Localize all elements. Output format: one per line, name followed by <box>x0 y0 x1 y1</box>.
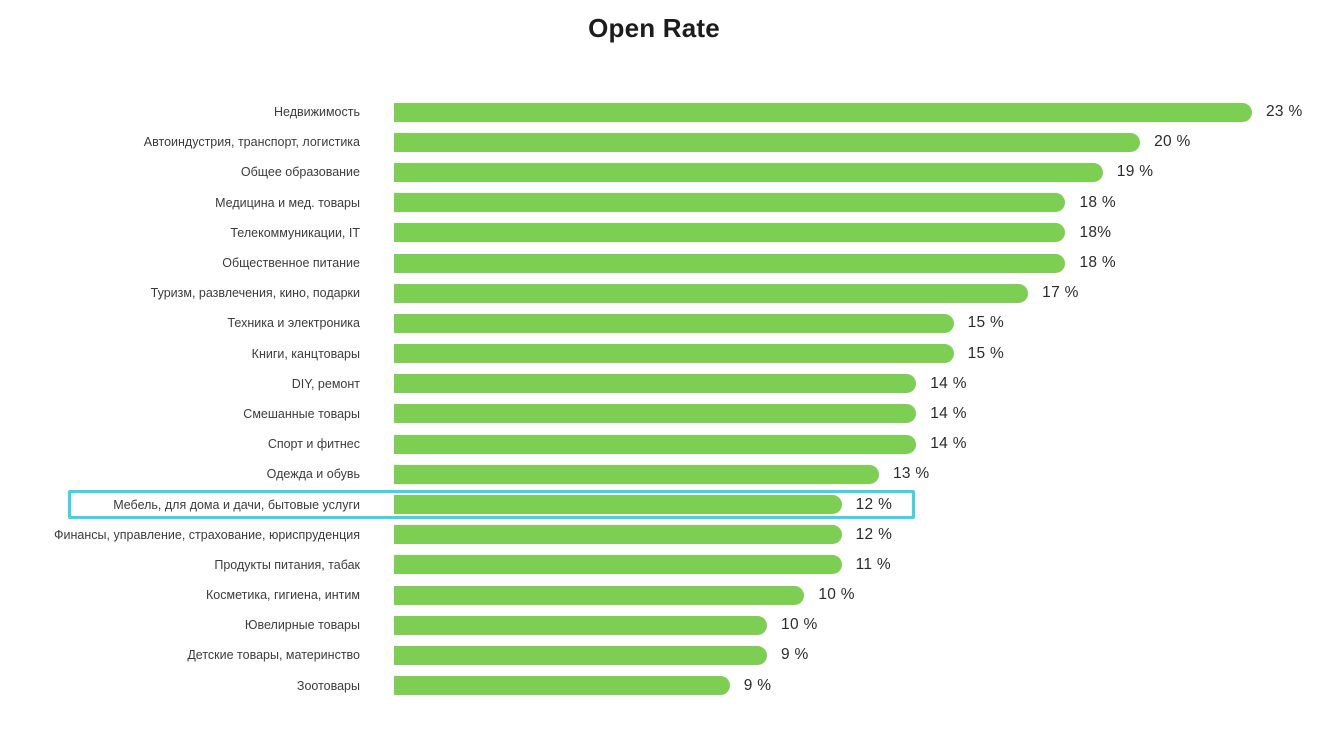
category-label: Детские товары, материнство <box>187 648 360 663</box>
value-label: 18% <box>1079 223 1112 241</box>
category-label: Финансы, управление, страхование, юриспр… <box>54 527 360 542</box>
category-label: Техника и электроника <box>227 316 360 331</box>
category-label: Автоиндустрия, транспорт, логистика <box>143 135 360 150</box>
chart-row: Ювелирные товары 10 % <box>0 610 1340 640</box>
category-label: Медицина и мед. товары <box>215 195 360 210</box>
bar <box>394 313 954 333</box>
value-label: 12 % <box>855 525 893 543</box>
value-label: 11 % <box>855 555 892 573</box>
category-label: Книги, канцтовары <box>251 346 360 361</box>
value-label: 9 % <box>781 646 809 664</box>
value-label: 13 % <box>892 465 930 483</box>
category-label: Смешанные товары <box>243 406 360 421</box>
category-label: DIY, ремонт <box>291 376 360 391</box>
value-label: 23 % <box>1266 103 1303 121</box>
chart-row: Книги, канцтовары 15 % <box>0 339 1340 369</box>
bar <box>394 374 917 394</box>
bar <box>394 495 842 515</box>
category-label: Продукты питания, табак <box>214 557 360 572</box>
bar <box>394 344 954 364</box>
chart-row: Спорт и фитнес 14 % <box>0 429 1340 459</box>
value-label: 14 % <box>930 374 967 392</box>
category-label: Мебель, для дома и дачи, бытовые услуги <box>113 497 360 512</box>
bar <box>394 102 1252 122</box>
chart-row: Туризм, развлечения, кино, подарки 17 % <box>0 278 1340 308</box>
category-label: Телекоммуникации, IT <box>230 225 360 240</box>
bar <box>394 162 1103 182</box>
value-label: 18 % <box>1079 254 1116 272</box>
value-label: 17 % <box>1042 284 1079 302</box>
value-label: 10 % <box>781 616 818 634</box>
chart-row: DIY, ремонт 14 % <box>0 369 1340 399</box>
value-label: 10 % <box>818 586 855 604</box>
value-label: 14 % <box>930 435 967 453</box>
bar <box>394 404 917 424</box>
bar <box>394 525 842 545</box>
category-label: Ювелирные товары <box>244 618 360 633</box>
value-label: 15 % <box>967 314 1005 332</box>
bar <box>394 585 805 605</box>
category-label: Косметика, гигиена, интим <box>206 588 360 603</box>
bar <box>394 253 1066 273</box>
category-label: Зоотовары <box>296 678 360 693</box>
bar <box>394 193 1066 213</box>
value-label: 20 % <box>1154 133 1191 151</box>
bar <box>394 464 879 484</box>
value-label: 12 % <box>855 495 893 513</box>
chart-row: Смешанные товары 14 % <box>0 399 1340 429</box>
category-label: Общественное питание <box>222 256 360 271</box>
chart-row: Автоиндустрия, транспорт, логистика 20 % <box>0 127 1340 157</box>
value-label: 15 % <box>967 344 1005 362</box>
bar <box>394 283 1029 303</box>
chart-row: Зоотовары 9 % <box>0 671 1340 701</box>
chart-row: Одежда и обувь 13 % <box>0 459 1340 489</box>
category-label: Одежда и обувь <box>266 467 360 482</box>
chart-row: Финансы, управление, страхование, юриспр… <box>0 520 1340 550</box>
chart-row: Мебель, для дома и дачи, бытовые услуги 1… <box>0 489 1340 519</box>
category-label: Туризм, развлечения, кино, подарки <box>150 286 360 301</box>
value-label: 19 % <box>1116 163 1154 181</box>
chart-row: Продукты питания, табак 11 % <box>0 550 1340 580</box>
bar <box>394 645 768 665</box>
chart-rows: Недвижимость 23 % Автоиндустрия, транспорт… <box>0 97 1340 701</box>
chart-row: Общее образование 19 % <box>0 157 1340 187</box>
chart-row: Общественное питание 18 % <box>0 248 1340 278</box>
chart-row: Детские товары, материнство 9 % <box>0 640 1340 670</box>
value-label: 9 % <box>743 676 772 694</box>
bar <box>394 676 730 696</box>
category-label: Общее образование <box>240 165 360 180</box>
chart-title: Open Rate <box>588 13 720 43</box>
value-label: 18 % <box>1079 193 1116 211</box>
category-label: Спорт и фитнес <box>267 437 360 452</box>
bar <box>394 132 1141 152</box>
chart-row: Техника и электроника 15 % <box>0 308 1340 338</box>
bar <box>394 555 842 575</box>
bar <box>394 434 917 454</box>
category-label: Недвижимость <box>274 105 360 120</box>
chart-row: Телекоммуникации, IT 18% <box>0 218 1340 248</box>
bar <box>394 615 768 635</box>
chart-row: Косметика, гигиена, интим 10 % <box>0 580 1340 610</box>
bar <box>394 223 1066 243</box>
chart-row: Медицина и мед. товары 18 % <box>0 188 1340 218</box>
chart-row: Недвижимость 23 % <box>0 97 1340 127</box>
value-label: 14 % <box>930 404 967 422</box>
